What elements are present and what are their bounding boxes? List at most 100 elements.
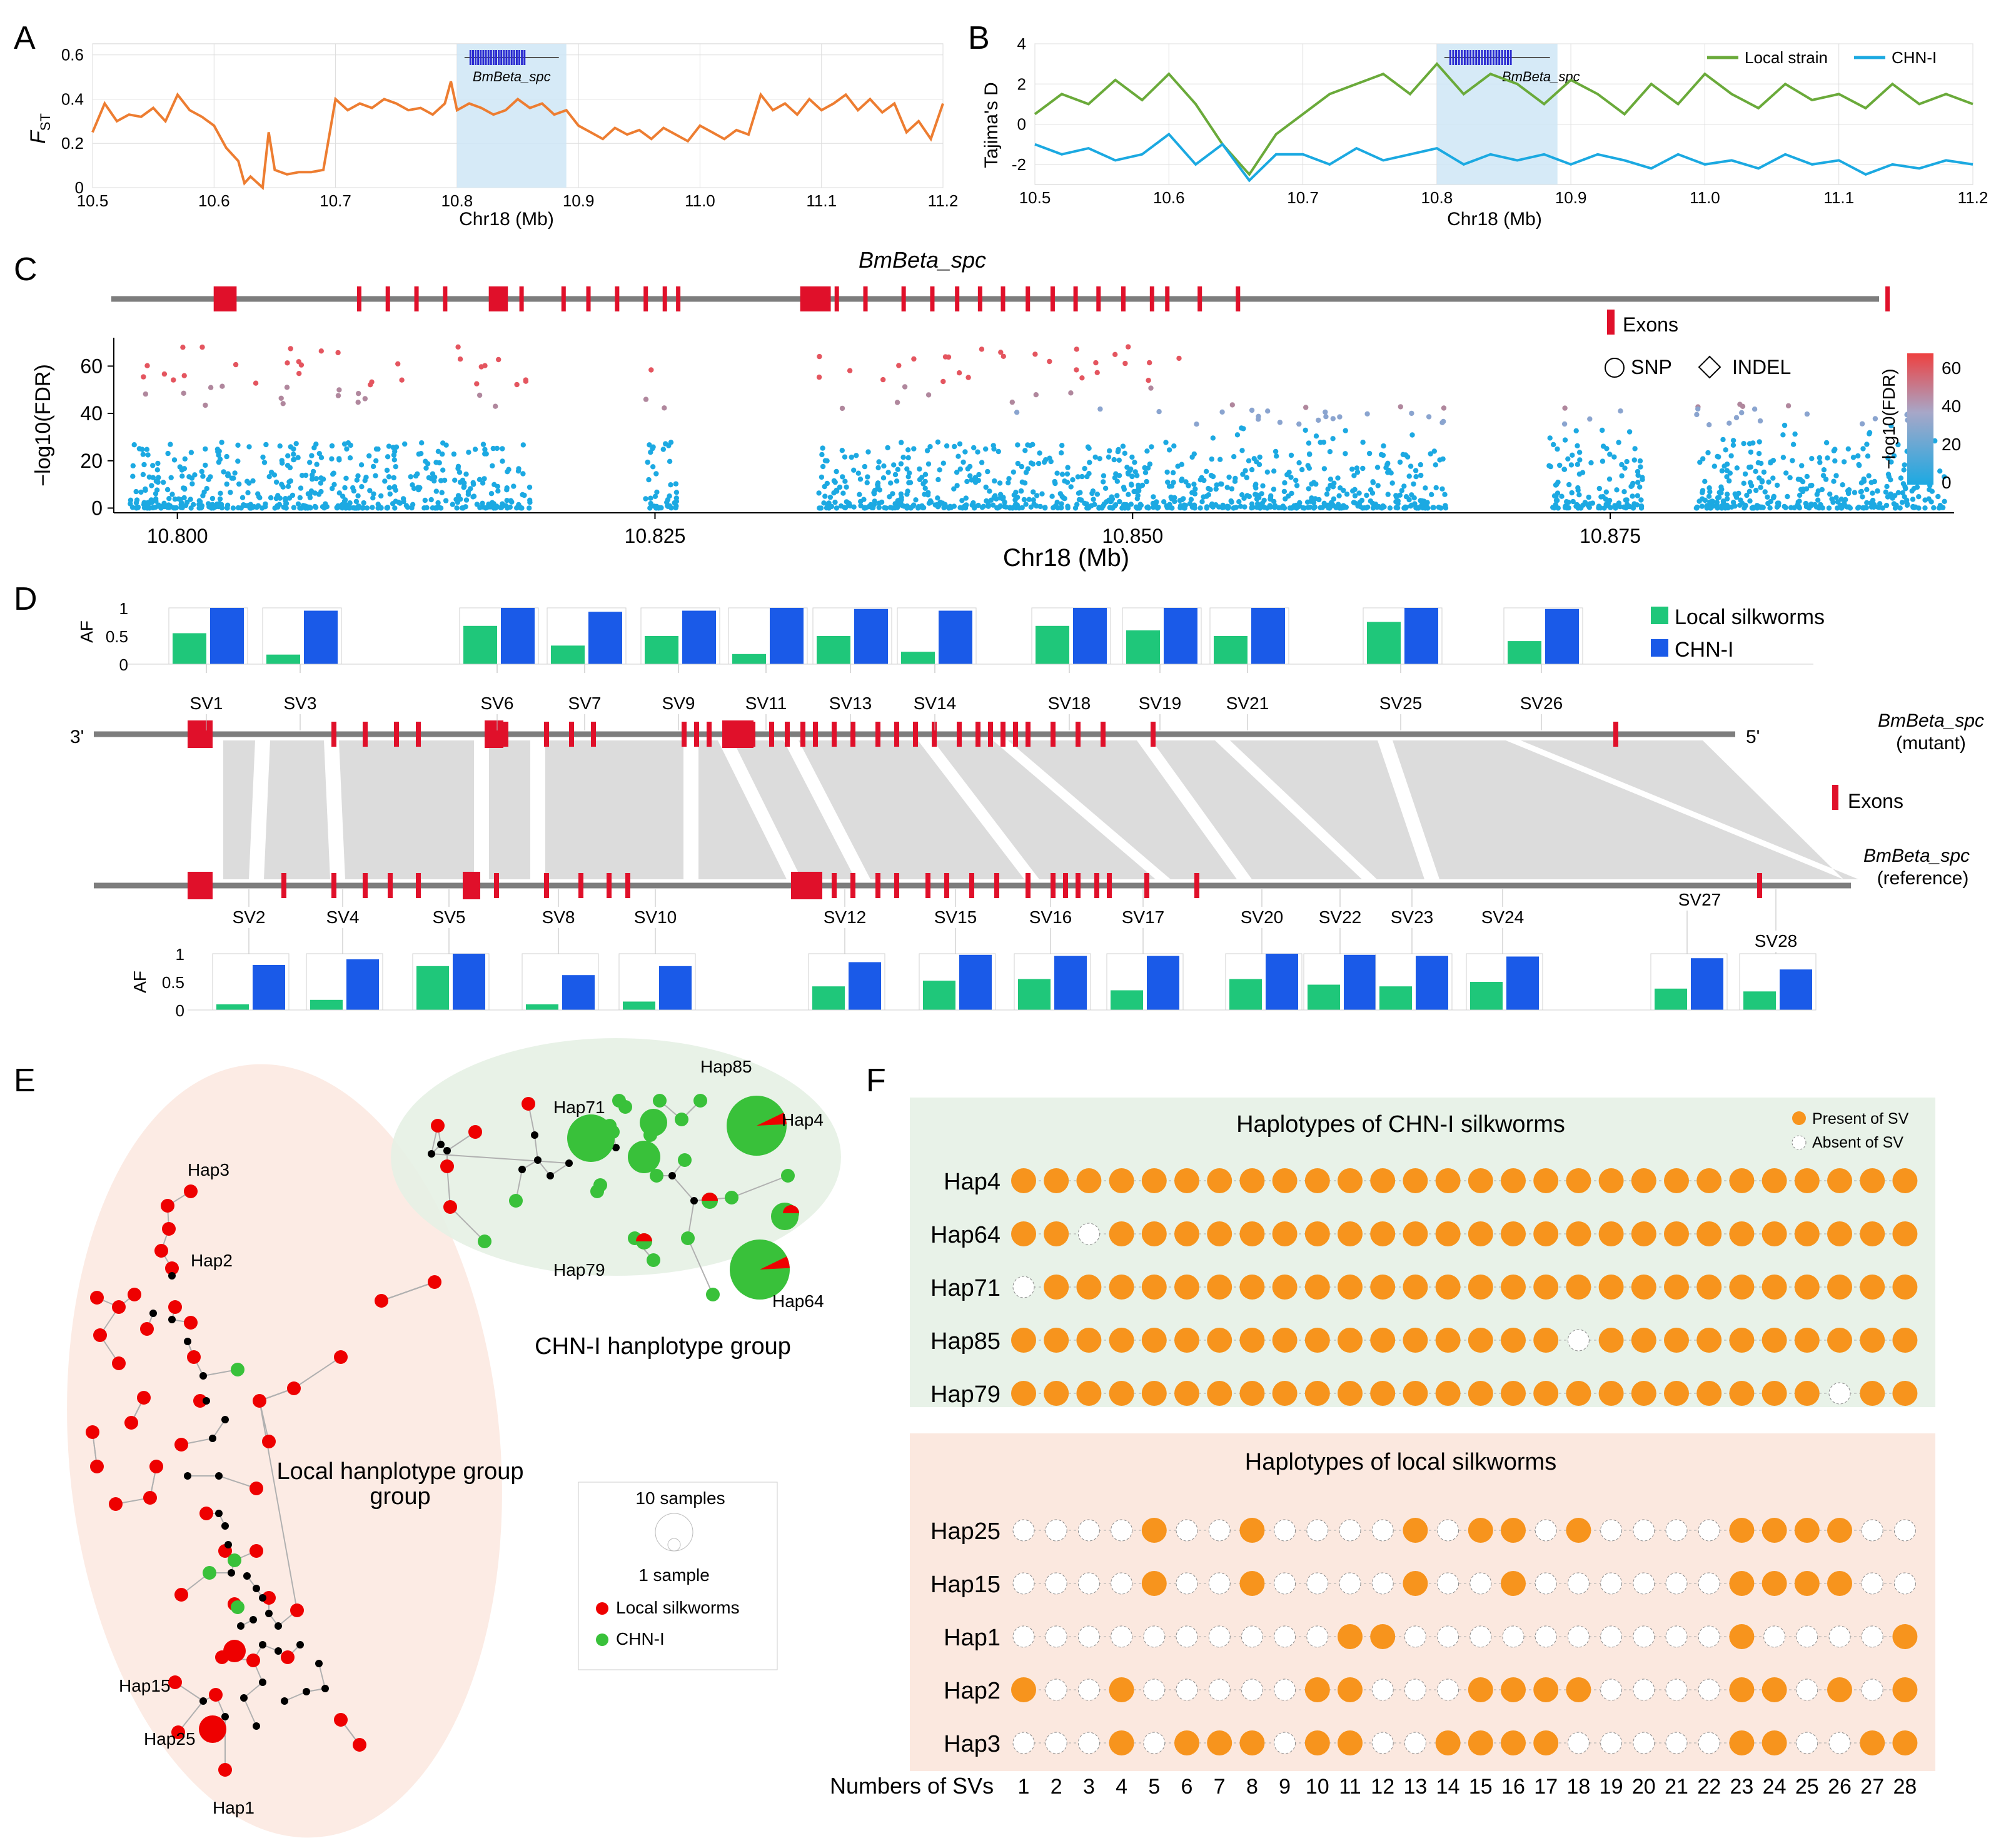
snp-point (1401, 483, 1407, 489)
snp-point (1638, 497, 1644, 503)
sv-present (1762, 1677, 1787, 1702)
sv-label: SV20 (1241, 907, 1284, 927)
snp-point (911, 446, 917, 452)
snp-point (378, 493, 384, 499)
snp-point (1888, 459, 1894, 465)
exon (615, 286, 620, 311)
snp-point (375, 505, 381, 511)
snp-point (1885, 472, 1892, 477)
sv-present (1664, 1381, 1689, 1406)
snp-point (643, 496, 648, 502)
sv-present (1501, 1518, 1526, 1543)
snp-point (224, 502, 231, 508)
exons-legend-swatch (1832, 785, 1838, 810)
median-vector-node (565, 1159, 573, 1167)
af-bar-chn (1416, 956, 1448, 1010)
x-tick-label: 10.8 (441, 191, 473, 210)
exon-block (213, 286, 237, 311)
snp-point (1914, 484, 1920, 490)
sv-present (1174, 1730, 1199, 1755)
sv-present (1109, 1677, 1134, 1702)
snp-point (178, 497, 183, 502)
snp-point (900, 455, 906, 460)
snp-point (1121, 485, 1127, 490)
median-vector-node (168, 1272, 176, 1280)
snp-point (336, 490, 342, 496)
sv-absent (1404, 1625, 1426, 1648)
snp-point (1156, 504, 1161, 510)
snp-point (450, 502, 455, 507)
sv-number: 6 (1181, 1775, 1193, 1799)
snp-point (1134, 505, 1141, 510)
snp-point (336, 387, 342, 393)
reference-exon (875, 873, 880, 898)
snp-point (1762, 489, 1768, 495)
sv-present (1794, 1328, 1820, 1353)
snp-point (1354, 465, 1360, 471)
snp-point (1374, 465, 1381, 470)
snp-point (1387, 505, 1393, 511)
snp-point (1411, 481, 1416, 487)
local-haplotype-node (249, 1482, 263, 1495)
snp-point (1753, 487, 1759, 493)
snp-point (1074, 502, 1080, 507)
snp-point (1107, 505, 1113, 510)
snp-point (1210, 435, 1216, 441)
sv-present (1174, 1275, 1199, 1300)
snp-point (426, 475, 432, 481)
reference-exon (944, 873, 949, 898)
snp-point (1830, 499, 1836, 505)
snp-point (1039, 491, 1045, 497)
snp-point (899, 440, 904, 445)
snp-point (145, 500, 151, 505)
snp-point (988, 497, 994, 503)
x-tick-label: 11.2 (1958, 188, 1988, 207)
snp-point (1065, 465, 1071, 470)
snp-point (1306, 451, 1313, 457)
mutant-exon (1026, 722, 1031, 747)
snp-point (1761, 469, 1767, 475)
sv-number: 8 (1246, 1775, 1258, 1799)
snp-point (1604, 446, 1610, 452)
snp-point (1416, 505, 1421, 511)
snp-point (1147, 360, 1152, 366)
af-tick-top: 1 (119, 599, 128, 618)
snp-point (1236, 499, 1242, 505)
snp-point (1144, 478, 1149, 485)
sv-present (1141, 1328, 1167, 1353)
snp-point (1431, 448, 1437, 454)
snp-point (1902, 462, 1907, 468)
sv-label: SV14 (914, 694, 957, 713)
sv-present (1141, 1381, 1167, 1406)
sv-present (1664, 1168, 1689, 1193)
snp-point (1809, 456, 1815, 462)
panel-a-xlabel: Chr18 (Mb) (459, 209, 554, 230)
sv-absent (1437, 1679, 1459, 1701)
sv-present (1076, 1168, 1102, 1193)
snp-point (854, 453, 859, 458)
colorbar-tick: 60 (1942, 358, 1961, 378)
snp-point (1030, 461, 1036, 467)
snp-point (1170, 470, 1176, 476)
sv-label: SV27 (1678, 890, 1721, 909)
snp-point (1251, 456, 1257, 462)
sv-present (1729, 1275, 1755, 1300)
snp-point (181, 373, 187, 378)
gene-exon (1501, 50, 1503, 65)
snp-point (367, 488, 373, 493)
haplotype-label: Hap15 (119, 1676, 171, 1695)
snp-point (144, 447, 150, 452)
sv-absent (1274, 1572, 1296, 1595)
sv-present (1239, 1328, 1265, 1353)
snp-point (1586, 505, 1592, 510)
chn-haplotype-node (647, 1253, 660, 1267)
sv-present (1762, 1275, 1787, 1300)
median-vector-node (243, 1572, 251, 1580)
snp-point (1210, 473, 1216, 480)
sv-present (1174, 1381, 1199, 1406)
snp-point (1009, 399, 1016, 405)
snp-point (1268, 495, 1274, 501)
snp-point (1841, 459, 1847, 465)
panel-label-f: F (866, 1063, 886, 1099)
snp-point (818, 505, 824, 511)
